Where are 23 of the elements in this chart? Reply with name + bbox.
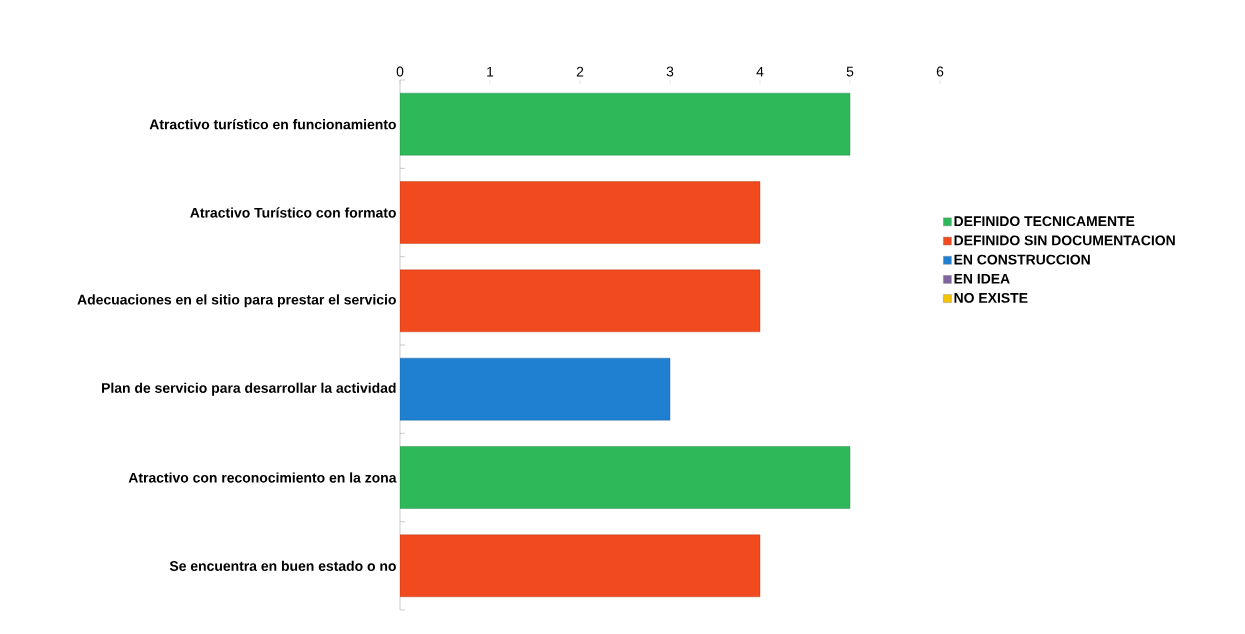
x-tick-label: 1: [487, 66, 494, 77]
bar: [400, 92, 851, 156]
legend-label: NO EXISTE: [954, 292, 1028, 303]
y-tick-label: Se encuentra en buen estado o no: [169, 560, 396, 571]
x-tick-label: 0: [396, 66, 404, 77]
y-tick-label: Plan de servicio para desarrollar la actividad: [102, 382, 396, 396]
legend-label: EN CONSTRUCCION: [954, 254, 1090, 265]
y-tick-label: Atractivo Turístico con formato: [190, 207, 396, 218]
legend-label: DEFINIDO SIN DOCUMENTACION: [954, 235, 1175, 246]
x-tick-label: 3: [666, 66, 674, 77]
y-tick-label: Adecuaciones en el sitio para prestar el servicio: [77, 294, 396, 308]
bar: [400, 269, 761, 333]
x-tick-label: 6: [936, 66, 944, 77]
bar: [400, 534, 761, 598]
x-tick-label: 5: [846, 66, 854, 77]
legend-label: EN IDEA: [954, 273, 1010, 284]
legend-label: DEFINIDO TECNICAMENTE: [954, 216, 1135, 227]
y-tick-label: Atractivo turístico en funcionamiento: [149, 118, 396, 130]
y-tick-label: Atractivo con reconocimiento en la zona: [128, 472, 397, 483]
x-tick-label: 2: [576, 66, 584, 77]
x-tick-label: 4: [756, 66, 764, 77]
bar: [400, 181, 761, 244]
bar: [400, 446, 851, 509]
